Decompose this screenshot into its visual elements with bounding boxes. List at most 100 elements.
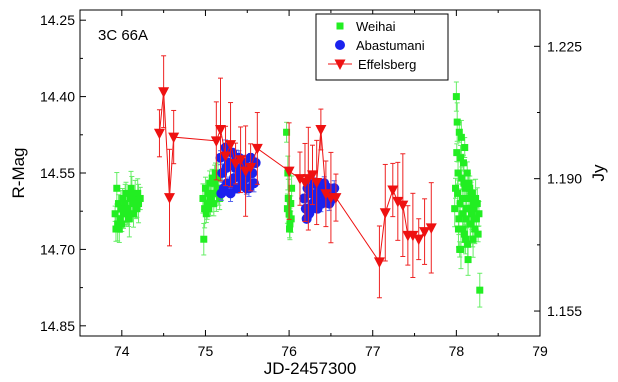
- data-point-weihai: [464, 240, 472, 248]
- data-point-abastumani: [221, 162, 232, 173]
- y2-tick-label: 1.155: [547, 303, 582, 319]
- data-point-effelsberg: [320, 189, 332, 200]
- data-point-weihai: [462, 235, 470, 243]
- data-point-weihai: [131, 194, 139, 202]
- x-tick-label: 76: [281, 343, 297, 359]
- series-abastumani: [215, 139, 340, 224]
- data-point-weihai: [114, 200, 122, 208]
- data-point-effelsberg: [158, 87, 170, 98]
- data-point-weihai: [287, 200, 295, 208]
- data-point-effelsberg: [397, 200, 409, 212]
- x-tick-label: 74: [114, 343, 130, 359]
- data-point-abastumani: [248, 178, 259, 189]
- data-point-weihai: [463, 169, 471, 177]
- data-point-weihai: [113, 184, 121, 192]
- data-point-weihai: [117, 205, 125, 213]
- data-point-weihai: [459, 159, 467, 167]
- data-point-weihai: [452, 93, 460, 101]
- series-weihai: [111, 81, 484, 308]
- data-point-weihai: [465, 205, 473, 213]
- data-point-effelsberg: [235, 155, 247, 166]
- legend-marker: [335, 40, 345, 50]
- effelsberg-line: [158, 91, 432, 264]
- data-point-weihai: [207, 194, 215, 202]
- data-point-weihai: [476, 286, 484, 294]
- data-point-weihai: [125, 215, 133, 223]
- data-point-weihai: [464, 179, 472, 187]
- data-point-weihai: [200, 235, 208, 243]
- data-point-weihai: [136, 194, 144, 202]
- data-point-weihai: [123, 210, 131, 218]
- data-point-weihai: [452, 184, 460, 192]
- data-point-abastumani: [216, 188, 227, 199]
- data-point-weihai: [471, 194, 479, 202]
- data-point-effelsberg: [315, 125, 327, 136]
- data-point-weihai: [470, 215, 478, 223]
- data-point-weihai: [471, 225, 479, 233]
- data-point-effelsberg: [307, 170, 319, 181]
- data-point-effelsberg: [225, 140, 237, 151]
- data-point-effelsberg: [379, 208, 391, 219]
- data-point-weihai: [455, 128, 463, 136]
- data-point-weihai: [286, 220, 294, 228]
- data-point-weihai: [460, 179, 468, 187]
- legend: Weihai Abastumani Effelsberg: [315, 13, 449, 81]
- y2-axis-label: Jy: [589, 164, 608, 182]
- chart-annotation: 3C 66A: [98, 27, 148, 44]
- x-tick-label: 75: [198, 343, 214, 359]
- data-point-weihai: [126, 194, 134, 202]
- legend-marker: [336, 22, 344, 30]
- data-point-effelsberg: [373, 257, 385, 268]
- data-point-effelsberg: [330, 193, 342, 204]
- data-point-weihai: [463, 194, 471, 202]
- data-point-weihai: [466, 220, 474, 228]
- data-point-weihai: [211, 169, 219, 177]
- data-point-abastumani: [236, 173, 247, 184]
- data-point-weihai: [457, 154, 465, 162]
- data-point-weihai: [119, 194, 127, 202]
- data-point-effelsberg: [251, 143, 263, 155]
- data-point-weihai: [115, 225, 123, 233]
- data-point-weihai: [133, 205, 141, 213]
- data-point-effelsberg: [245, 162, 257, 174]
- data-point-weihai: [286, 225, 294, 233]
- x-tick-label: 77: [365, 343, 381, 359]
- data-point-weihai: [287, 215, 295, 223]
- data-point-weihai: [454, 225, 462, 233]
- data-point-weihai: [124, 205, 132, 213]
- data-point-effelsberg: [168, 132, 180, 144]
- legend-label: Weihai: [356, 19, 396, 34]
- data-point-effelsberg: [392, 196, 404, 208]
- data-point-effelsberg: [407, 230, 419, 242]
- data-point-weihai: [210, 200, 218, 208]
- data-point-weihai: [459, 210, 467, 218]
- data-point-effelsberg: [215, 125, 227, 136]
- data-point-weihai: [205, 205, 213, 213]
- x-tick-label: 78: [449, 343, 465, 359]
- y-tick-label: 14.70: [40, 241, 75, 257]
- data-point-weihai: [211, 179, 219, 187]
- data-point-weihai: [215, 184, 223, 192]
- data-point-weihai: [216, 194, 224, 202]
- data-layer: [111, 55, 484, 308]
- data-point-effelsberg: [210, 136, 222, 147]
- legend-item: Weihai: [336, 19, 396, 34]
- data-point-weihai: [470, 200, 478, 208]
- data-point-weihai: [284, 194, 292, 202]
- data-point-weihai: [203, 200, 211, 208]
- y-tick-label: 14.55: [40, 165, 75, 181]
- data-point-weihai: [462, 215, 470, 223]
- data-point-weihai: [464, 256, 472, 264]
- data-point-weihai: [122, 189, 130, 197]
- data-point-weihai: [201, 205, 209, 213]
- data-point-weihai: [468, 210, 476, 218]
- data-point-weihai: [130, 200, 138, 208]
- data-point-weihai: [457, 245, 465, 253]
- data-point-effelsberg: [153, 128, 165, 140]
- data-point-weihai: [206, 179, 214, 187]
- y-tick-label: 14.25: [40, 12, 75, 28]
- data-point-weihai: [473, 200, 481, 208]
- y2-tick-label: 1.190: [547, 171, 582, 187]
- data-point-weihai: [461, 144, 469, 152]
